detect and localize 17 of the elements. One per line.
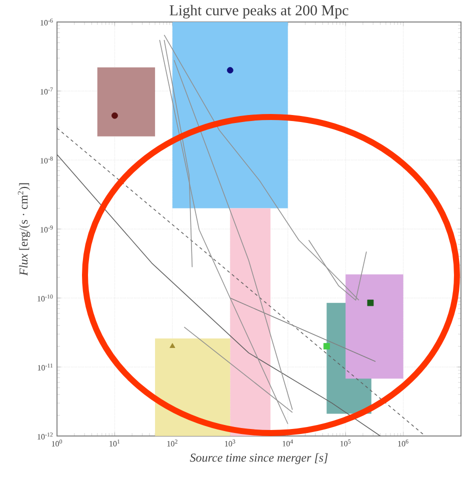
y-tick-label: 10$^{-11}$ [38,364,53,370]
x-tick-label: 10$^{3}$ [225,440,236,446]
y-tick-label: 10$^{-7}$ [40,88,53,94]
x-tick-label: 10$^{4}$ [282,440,294,446]
x-tick-label: 10$^{2}$ [167,440,178,446]
chart-title: Light curve peaks at 200 Mpc [170,4,348,18]
y-tick-label: 10$^{-6}$ [40,18,53,26]
x-tick-label: 10$^{1}$ [110,440,120,446]
y-tick-label: 10$^{-10}$ [38,294,53,302]
y-tick-label: 10$^{-12}$ [38,432,53,440]
x-tick-label: 10$^{5}$ [340,440,351,446]
y-tick-label: 10$^{-8}$ [40,156,53,164]
x-tick-label: 10$^{0}$ [52,440,62,446]
y-tick-label: 10$^{-9}$ [40,226,53,232]
y-axis-title: Flux [erg/(s · cm$^{2}$)] [18,183,30,276]
x-axis-title: Source time since merger [s] [190,453,328,464]
x-tick-label: 10$^{6}$ [398,440,408,446]
